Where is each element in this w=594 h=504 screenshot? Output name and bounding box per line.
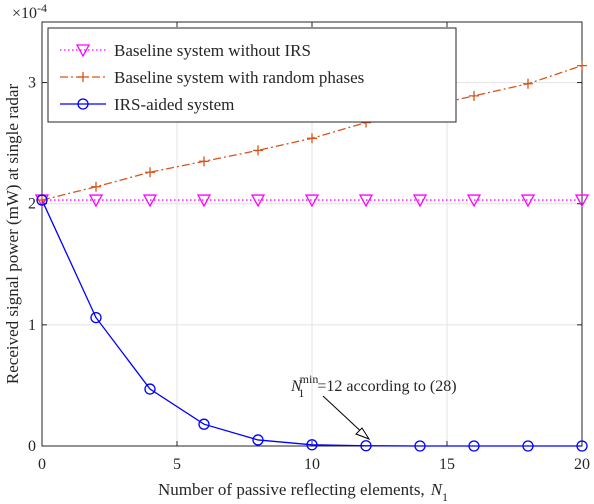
- annotation-sub: 1: [298, 386, 304, 400]
- annotation-arrowhead: [355, 427, 371, 441]
- data-point-baseline-system-without-irs: [520, 194, 536, 208]
- legend-marker: [77, 98, 89, 110]
- data-point-baseline-system-without-irs: [412, 194, 428, 208]
- data-point-baseline-system-with-random-phases: [307, 133, 317, 144]
- data-point-baseline-system-with-random-phases: [37, 195, 47, 206]
- legend-marker: [78, 72, 88, 82]
- data-point-irs-aided-system: [90, 311, 102, 324]
- x-tick-label: 20: [574, 456, 590, 473]
- x-tick-label: 10: [304, 456, 320, 473]
- data-point-baseline-system-without-irs: [466, 194, 482, 208]
- annotation-text: Nmin 1 =12 according to (28): [290, 372, 457, 400]
- data-point-baseline-system-without-irs: [304, 194, 320, 208]
- annotation-body: =12 according to (28): [317, 378, 456, 395]
- legend-marker: [75, 44, 91, 58]
- legend-box: [47, 27, 457, 123]
- data-point-baseline-system-without-irs: [574, 194, 590, 208]
- data-point-baseline-system-with-random-phases: [523, 78, 533, 89]
- annotation: Nmin 1 =12 according to (28): [290, 372, 457, 441]
- legend-label: Baseline system with random phases: [114, 68, 364, 87]
- data-point-baseline-system-without-irs: [196, 194, 212, 208]
- y-axis-label: Received signal power (mW) at single rad…: [3, 84, 22, 385]
- data-point-baseline-system-with-random-phases: [577, 60, 587, 71]
- x-tick-label: 15: [439, 456, 455, 473]
- data-point-baseline-system-with-random-phases: [253, 145, 263, 156]
- data-point-irs-aided-system: [252, 434, 264, 446]
- annotation-var: N: [290, 378, 303, 395]
- data-point-baseline-system-without-irs: [250, 194, 266, 208]
- y-tick-label: 1: [28, 317, 36, 334]
- data-point-irs-aided-system: [522, 440, 534, 452]
- series-markers: [34, 60, 590, 452]
- data-point-baseline-system-with-random-phases: [469, 90, 479, 101]
- annotation-sup: min: [300, 372, 319, 386]
- x-tick-label: 5: [173, 456, 181, 473]
- data-point-irs-aided-system: [144, 383, 156, 395]
- data-point-baseline-system-without-irs: [358, 194, 374, 208]
- x-axis-label-var: N: [430, 480, 444, 499]
- y-axis-multiplier: ×10-4: [12, 1, 47, 22]
- data-point-irs-aided-system: [36, 194, 48, 206]
- data-point-irs-aided-system: [360, 440, 372, 452]
- legend-label: IRS-aided system: [114, 95, 234, 114]
- series-line-irs-aided-system: [41, 199, 582, 447]
- data-point-irs-aided-system: [198, 418, 210, 430]
- y-tick-label: 3: [28, 75, 36, 92]
- x-axis-label-text: Number of passive reflecting elements,: [158, 480, 425, 499]
- tick-labels: 0 5 10 15 20 0 1 2 3: [28, 75, 590, 473]
- legend: Baseline system without IRS Baseline syst…: [47, 27, 457, 123]
- data-point-baseline-system-without-irs: [88, 194, 104, 208]
- y-tick-label: 2: [28, 196, 36, 213]
- data-point-baseline-system-with-random-phases: [91, 181, 101, 192]
- x-axis-label: Number of passive reflecting elements, N1: [158, 480, 448, 504]
- data-point-irs-aided-system: [468, 440, 480, 452]
- data-point-baseline-system-with-random-phases: [145, 167, 155, 178]
- x-axis-label-sub: 1: [442, 490, 448, 504]
- data-point-irs-aided-system: [306, 439, 318, 451]
- legend-label: Baseline system without IRS: [114, 41, 311, 60]
- data-point-irs-aided-system: [414, 440, 426, 452]
- y-tick-label: 0: [28, 438, 36, 455]
- data-point-baseline-system-without-irs: [142, 194, 158, 208]
- data-point-baseline-system-with-random-phases: [199, 156, 209, 167]
- data-point-irs-aided-system: [576, 440, 588, 452]
- x-tick-label: 0: [38, 456, 46, 473]
